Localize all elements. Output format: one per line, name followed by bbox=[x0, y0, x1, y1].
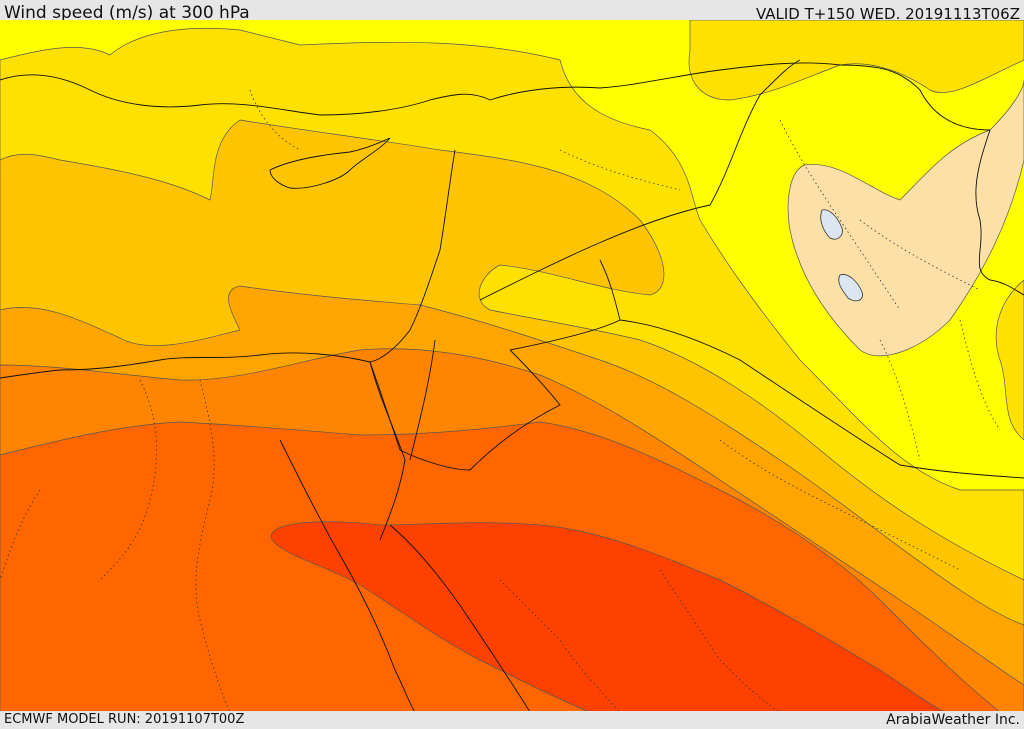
coastlines bbox=[0, 59, 1024, 712]
gulf-suez bbox=[369, 361, 406, 541]
valid-time: VALID T+150 WED. 20191113T06Z bbox=[755, 5, 1020, 23]
band-7 bbox=[270, 521, 946, 712]
red-sea-west bbox=[279, 439, 416, 712]
admin-line-11 bbox=[879, 339, 921, 461]
title-bar: Wind speed (m/s) at 300 hPa VALID T+150 … bbox=[0, 0, 1024, 23]
coast-anatolia bbox=[0, 74, 491, 116]
footer-bar: ECMWF MODEL RUN: 20191107T00Z ArabiaWeat… bbox=[0, 711, 1024, 729]
border-sinai bbox=[369, 349, 561, 471]
admin-line-9 bbox=[559, 149, 681, 191]
red-sea-east bbox=[389, 524, 531, 712]
border-saudi-jordan bbox=[509, 259, 621, 351]
admin-line-1 bbox=[99, 379, 157, 581]
map-title: Wind speed (m/s) at 300 hPa bbox=[4, 3, 250, 23]
wind-speed-map[interactable] bbox=[0, 20, 1024, 712]
admin-line-8 bbox=[249, 89, 301, 151]
coast-sinai-east bbox=[409, 339, 436, 461]
coast-levant bbox=[369, 149, 456, 363]
lake-habbaniyah bbox=[838, 274, 863, 302]
coast-egypt bbox=[0, 352, 371, 379]
admin-line-3 bbox=[0, 489, 41, 581]
cyprus bbox=[269, 137, 391, 189]
border-saudi-iraq bbox=[619, 319, 1024, 479]
lake-tharthar bbox=[820, 209, 843, 240]
band-2-e bbox=[995, 279, 1024, 441]
border-turkey-syria bbox=[489, 62, 921, 101]
border-jordan-iraq bbox=[479, 59, 801, 301]
credit: ArabiaWeather Inc. bbox=[886, 712, 1020, 728]
border-iraq-iran bbox=[919, 89, 1024, 296]
admin-borders bbox=[0, 89, 1001, 712]
admin-line-5 bbox=[659, 569, 781, 712]
model-run: ECMWF MODEL RUN: 20191107T00Z bbox=[4, 712, 245, 727]
